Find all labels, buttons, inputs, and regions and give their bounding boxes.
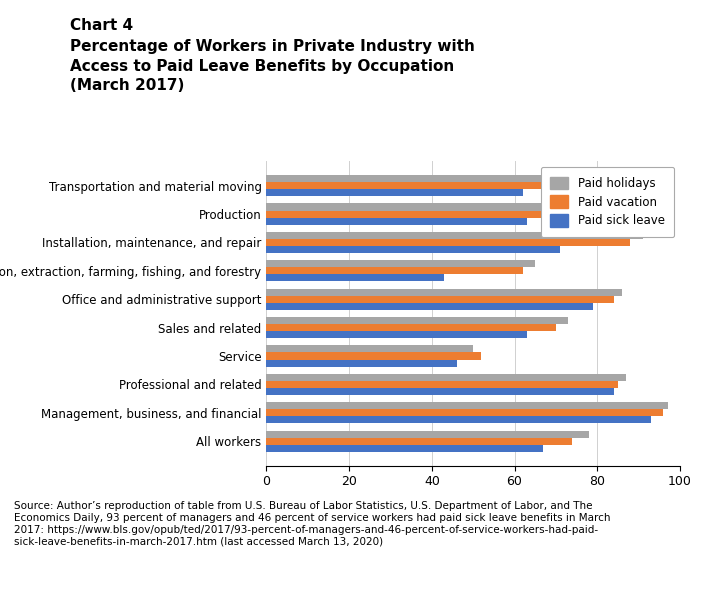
Bar	[266, 430, 589, 438]
Bar	[266, 303, 593, 310]
Bar	[266, 374, 626, 381]
Text: Percentage of Workers in Private Industry with
Access to Paid Leave Benefits by : Percentage of Workers in Private Industr…	[70, 39, 475, 93]
Bar	[266, 239, 630, 246]
Legend: Paid holidays, Paid vacation, Paid sick leave: Paid holidays, Paid vacation, Paid sick …	[541, 167, 674, 237]
Bar	[266, 409, 663, 416]
Bar	[266, 381, 618, 388]
Bar	[266, 211, 610, 218]
Bar	[266, 359, 456, 367]
Bar	[266, 246, 560, 253]
Text: Chart 4: Chart 4	[70, 18, 133, 33]
Bar	[266, 438, 573, 445]
Bar	[266, 324, 556, 331]
Bar	[266, 204, 630, 211]
Bar	[266, 317, 569, 324]
Bar	[266, 296, 614, 303]
Bar	[266, 388, 614, 395]
Bar	[266, 189, 523, 196]
Text: Source: Author’s reproduction of table from U.S. Bureau of Labor Statistics, U.S: Source: Author’s reproduction of table f…	[14, 501, 611, 546]
Bar	[266, 402, 667, 409]
Bar	[266, 445, 543, 452]
Bar	[266, 175, 585, 182]
Bar	[266, 331, 527, 338]
Bar	[266, 416, 651, 423]
Bar	[266, 260, 536, 267]
Bar	[266, 275, 444, 282]
Bar	[266, 267, 523, 275]
Bar	[266, 352, 482, 359]
Bar	[266, 232, 643, 239]
Bar	[266, 218, 527, 224]
Bar	[266, 345, 473, 352]
Bar	[266, 288, 622, 296]
Bar	[266, 182, 552, 189]
